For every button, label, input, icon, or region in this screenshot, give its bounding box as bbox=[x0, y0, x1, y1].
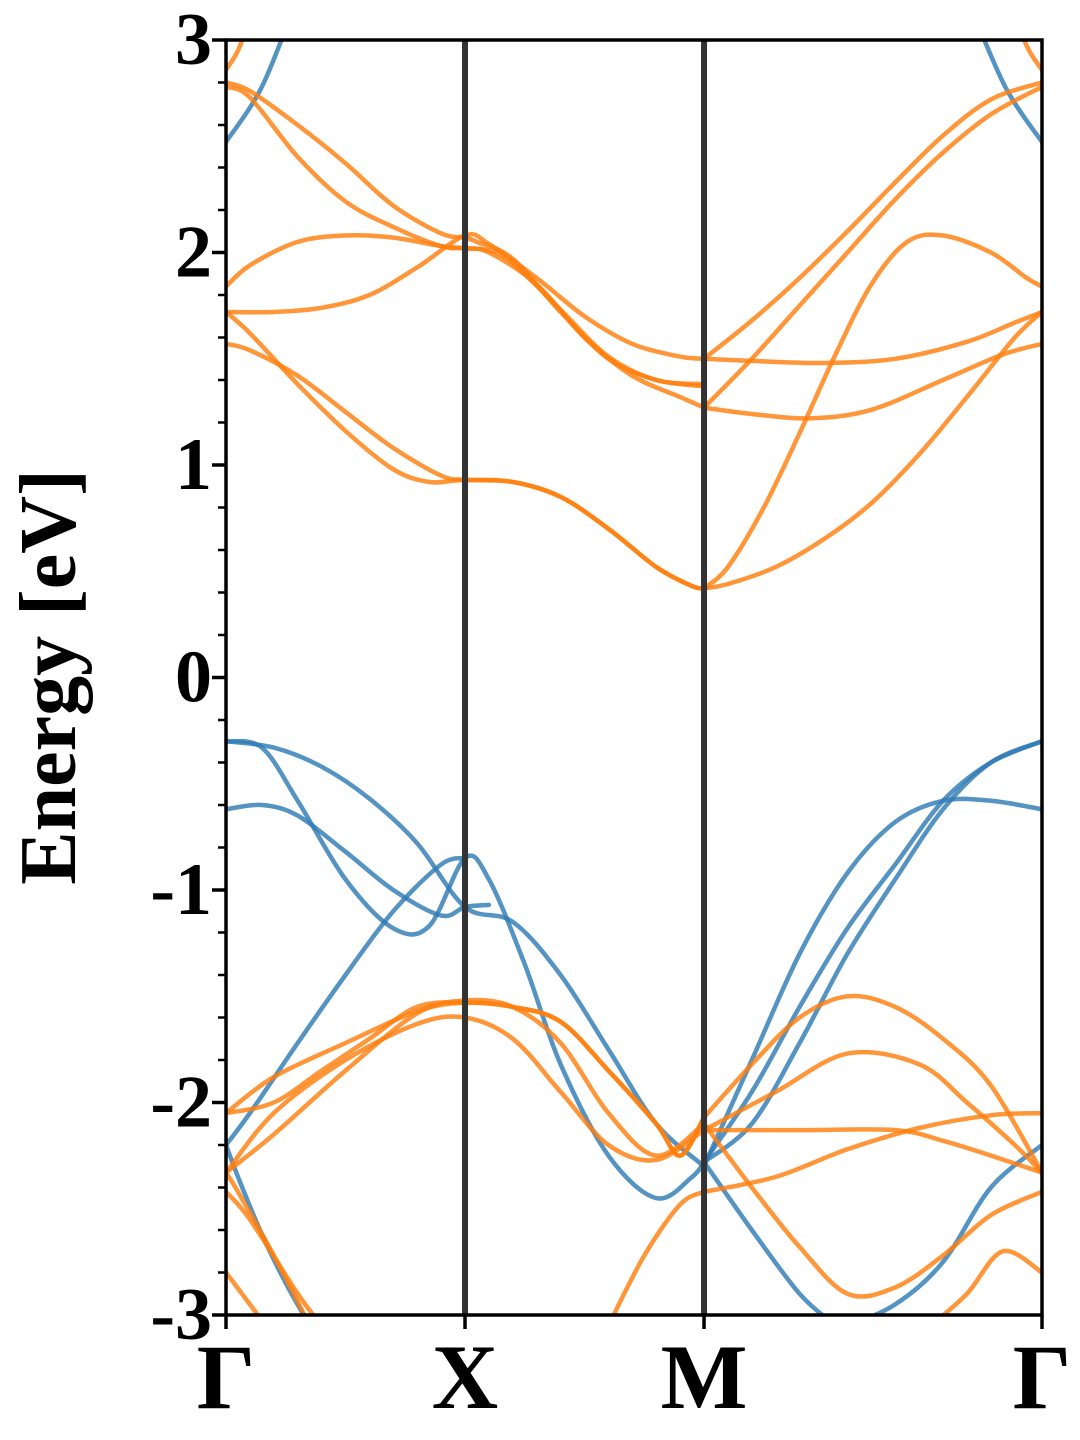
y-tick-label: 3 bbox=[175, 0, 212, 81]
plot-frame bbox=[224, 38, 1044, 1317]
y-axis-title: Energy [eV] bbox=[5, 469, 93, 884]
band-line-blue-22 bbox=[701, 738, 1042, 1165]
y-tick-label: 2 bbox=[175, 212, 212, 294]
band-line-orange-38 bbox=[701, 1121, 1042, 1299]
x-tick-label-M: M bbox=[661, 1326, 748, 1428]
band-line-orange-34 bbox=[701, 993, 1042, 1175]
band-line-orange-14 bbox=[226, 40, 245, 73]
band-line-orange-36 bbox=[701, 1127, 1042, 1175]
band-line-blue-16 bbox=[226, 738, 707, 1169]
band-line-orange-37 bbox=[701, 1110, 1042, 1195]
band-line-blue-21 bbox=[701, 796, 1042, 1169]
x-tick-label-Γ: Γ bbox=[197, 1326, 256, 1428]
band-line-orange-39 bbox=[940, 1248, 1042, 1315]
band-lines bbox=[226, 40, 1042, 1315]
band-line-orange-13 bbox=[701, 84, 1042, 410]
y-tick-label: -3 bbox=[150, 1274, 212, 1356]
band-line-orange-10 bbox=[701, 309, 1042, 591]
band-line-orange-32 bbox=[226, 1270, 261, 1315]
band-line-blue-25 bbox=[868, 1142, 1042, 1315]
x-tick-label-Γ: Γ bbox=[1013, 1326, 1072, 1428]
x-tick-label-X: X bbox=[432, 1326, 498, 1428]
band-line-orange-28 bbox=[226, 1014, 707, 1175]
band-line-orange-5 bbox=[226, 231, 707, 362]
y-tick-label: -2 bbox=[150, 1062, 212, 1144]
band-line-blue-1 bbox=[981, 40, 1042, 145]
y-tick-label: -1 bbox=[150, 849, 212, 931]
band-line-blue-19 bbox=[226, 855, 468, 1148]
band-line-orange-12 bbox=[701, 80, 1042, 362]
band-line-blue-0 bbox=[226, 40, 284, 145]
band-line-orange-33 bbox=[611, 1189, 707, 1315]
band-line-blue-23 bbox=[701, 738, 1042, 1165]
band-line-orange-27 bbox=[226, 1000, 707, 1158]
band-line-blue-18 bbox=[226, 738, 707, 1201]
band-line-orange-30 bbox=[226, 1170, 307, 1315]
band-line-orange-29 bbox=[226, 997, 707, 1175]
high-symmetry-dividers bbox=[462, 40, 708, 1315]
band-line-orange-15 bbox=[1021, 40, 1042, 73]
y-tick-label: 1 bbox=[175, 424, 212, 506]
band-line-orange-31 bbox=[226, 1189, 317, 1315]
band-line-orange-35 bbox=[701, 1049, 1042, 1175]
band-line-orange-11 bbox=[701, 232, 1042, 591]
y-axis-ticks: 3 2 1 0 -1 -2 -3 bbox=[150, 0, 226, 1356]
y-tick-label: 0 bbox=[175, 637, 212, 719]
